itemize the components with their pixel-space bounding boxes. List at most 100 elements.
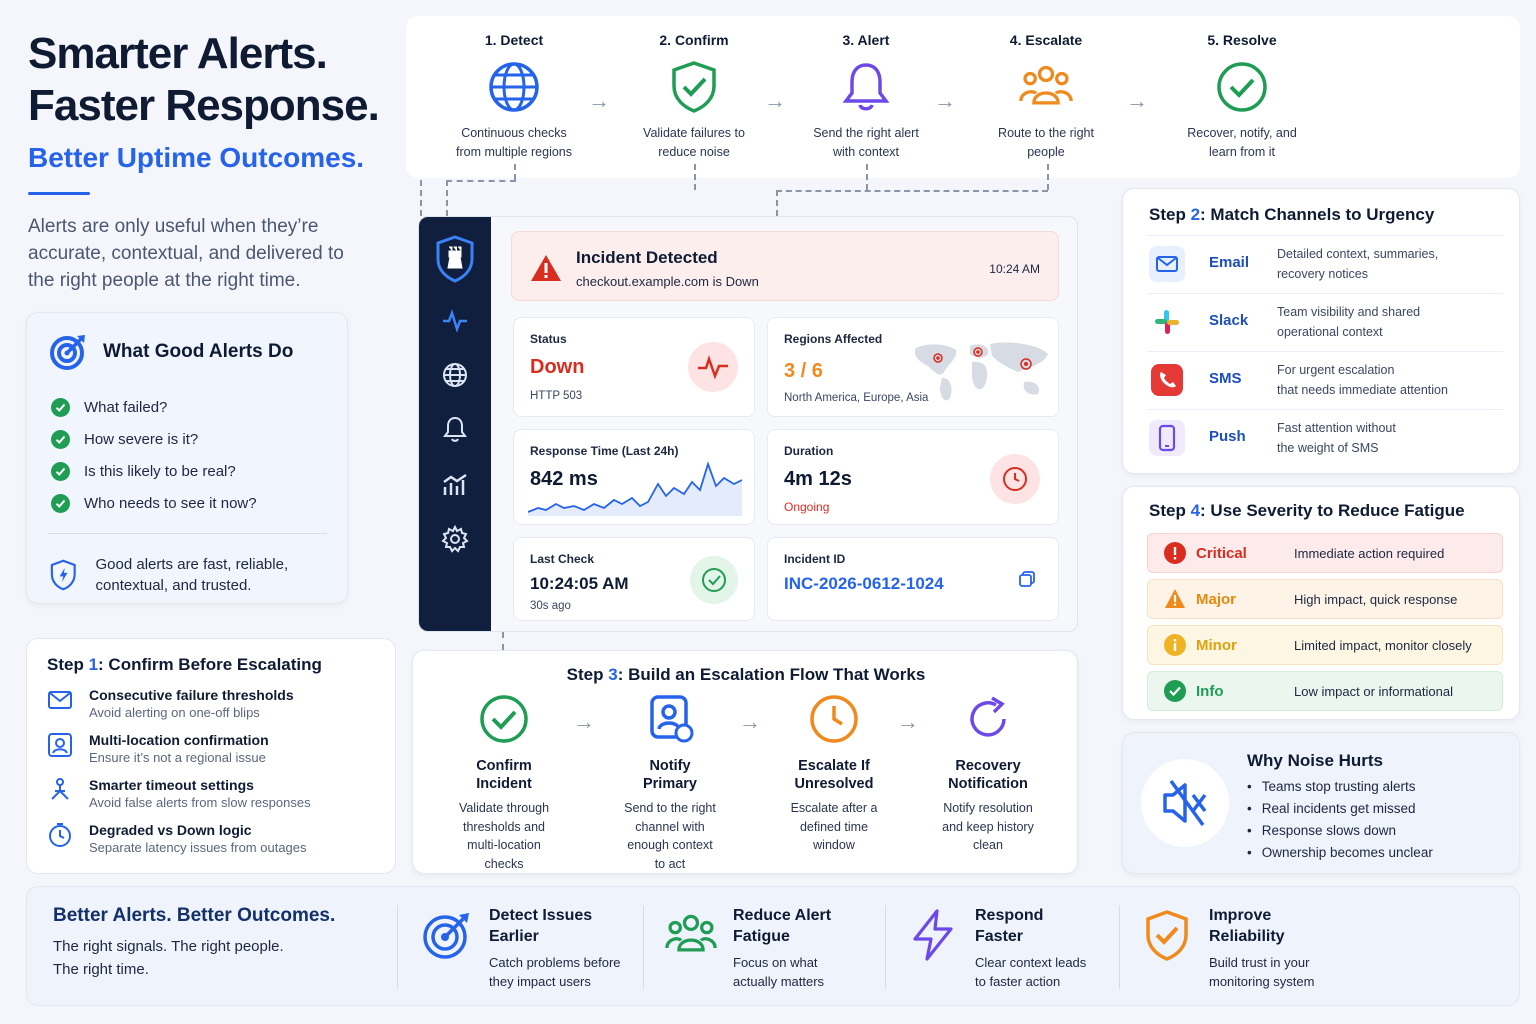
response-value: 842 ms: [530, 468, 598, 490]
step4-title: Step 4: Use Severity to Reduce Fatigue: [1149, 501, 1465, 520]
duration-value: 4m 12s: [784, 468, 852, 490]
last-check-tile[interactable]: Last Check 10:24:05 AM 30s ago: [513, 537, 755, 621]
escalation-step-confirm: Confirm Incident Validate through threshol…: [439, 693, 569, 873]
good-alert-item: Who needs to see it now?: [51, 487, 347, 519]
arrow-right-icon: →: [764, 88, 786, 113]
step2-card: Step 2: Match Channels to Urgency Email …: [1122, 188, 1520, 474]
hero-title-line2: Faster Response.: [28, 81, 380, 130]
outcomes-lead: Better Alerts. Better Outcomes. The righ…: [53, 905, 336, 978]
severity-minor: Minor Limited impact, monitor closely: [1147, 625, 1503, 665]
bell-icon[interactable]: [441, 415, 469, 443]
channel-push: Push Fast attention without the weight of…: [1147, 409, 1503, 467]
alert-circle-icon: [1164, 542, 1186, 564]
check-icon: [51, 461, 70, 481]
copy-icon[interactable]: [1018, 570, 1036, 588]
last-check-value: 10:24:05 AM: [530, 574, 629, 593]
connector: [694, 164, 696, 190]
regions-tile[interactable]: Regions Affected 3 / 6 North America, Eu…: [767, 317, 1059, 417]
info-icon: [1164, 634, 1186, 656]
status-tile[interactable]: Status Down HTTP 503: [513, 317, 755, 417]
hero: Smarter Alerts. Faster Response. Better …: [28, 28, 398, 294]
duration-state: Ongoing: [784, 500, 830, 514]
step1-card: Step 1: Confirm Before Escalating Consec…: [26, 638, 396, 874]
good-alerts-card: What Good Alerts Do What failed? How sev…: [26, 312, 348, 604]
shield-check-icon: [1146, 910, 1188, 961]
divider: [885, 905, 886, 989]
status-value: Down: [530, 356, 585, 378]
check-icon: [51, 397, 70, 417]
duration-tile[interactable]: Duration 4m 12s Ongoing: [767, 429, 1059, 525]
outcomes-bar: Better Alerts. Better Outcomes. The righ…: [26, 886, 1520, 1006]
severity-info: Info Low impact or informational: [1147, 671, 1503, 711]
last-check-ago: 30s ago: [530, 600, 571, 612]
warning-icon: [1165, 589, 1185, 608]
connector: [776, 190, 778, 216]
dashboard-sidebar: [419, 217, 491, 631]
noise-card: Why Noise Hurts Teams stop trusting aler…: [1122, 732, 1520, 874]
arrow-right-icon: →: [573, 709, 595, 734]
good-alerts-footer: Good alerts are fast, reliable, contextu…: [95, 556, 289, 594]
connector: [514, 164, 516, 180]
step1-row: Degraded vs Down logic Separate latency i…: [47, 822, 395, 867]
divider: [1119, 905, 1120, 989]
email-icon: [1149, 246, 1185, 282]
good-alerts-title: What Good Alerts Do: [103, 341, 294, 362]
logo-shield-icon: [436, 235, 474, 283]
incident-time: 10:24 AM: [989, 262, 1040, 276]
incident-banner[interactable]: Incident Detected checkout.example.com i…: [511, 231, 1059, 301]
gear-icon[interactable]: [441, 525, 469, 553]
step3-title: Step 3: Build an Escalation Flow That Wo…: [566, 665, 926, 684]
hero-rule: [28, 192, 90, 195]
incident-title: Incident Detected: [576, 248, 718, 267]
target-icon: [50, 335, 85, 370]
globe-icon[interactable]: [441, 361, 469, 389]
connector: [1047, 164, 1049, 190]
step1-title: Step 1: Confirm Before Escalating: [47, 655, 322, 674]
escalation-step-notify: Notify Primary Send to the right channel w…: [605, 693, 735, 873]
divider: [397, 905, 398, 989]
severity-critical: Critical Immediate action required: [1147, 533, 1503, 573]
arrow-right-icon: →: [1126, 88, 1148, 113]
network-icon: [51, 778, 69, 800]
connector: [776, 190, 1048, 192]
hero-title-line1: Smarter Alerts.: [28, 29, 328, 78]
warning-icon: [531, 255, 561, 281]
bell-icon: [842, 63, 890, 111]
sms-icon: [1151, 364, 1183, 396]
location-icon: [48, 733, 72, 757]
severity-major: Major High impact, quick response: [1147, 579, 1503, 619]
flow-step-alert: 3. Alert Send the right alert with contex…: [813, 32, 919, 159]
slack-icon: [1155, 310, 1179, 334]
step1-row: Smarter timeout settings Avoid false aler…: [47, 777, 395, 822]
arrow-right-icon: →: [897, 709, 919, 734]
step3-card: Step 3: Build an Escalation Flow That Wo…: [412, 650, 1078, 874]
status-code: HTTP 503: [530, 390, 583, 402]
response-sparkline: [528, 461, 742, 516]
shield-icon: [50, 559, 76, 591]
connector: [502, 632, 504, 650]
noise-title: Why Noise Hurts: [1247, 751, 1384, 770]
arrow-right-icon: →: [739, 709, 761, 734]
user-badge-icon: [650, 695, 694, 743]
hero-subtitle: Better Uptime Outcomes.: [28, 142, 365, 173]
response-time-tile[interactable]: Response Time (Last 24h) 842 ms: [513, 429, 755, 525]
check-circle-icon: [480, 695, 528, 743]
good-alert-item: What failed?: [51, 391, 347, 423]
world-map-icon: [914, 342, 1048, 401]
flow-step-detect: 1. Detect Continuous checks from multiple…: [455, 32, 572, 159]
analytics-icon[interactable]: [441, 471, 469, 499]
incident-id-tile[interactable]: Incident ID INC-2026-0612-1024: [767, 537, 1059, 621]
check-circle-icon: [1164, 680, 1186, 702]
pulse-icon[interactable]: [441, 307, 469, 335]
channel-email: Email Detailed context, summaries, recove…: [1147, 235, 1503, 293]
check-icon: [51, 493, 70, 513]
incident-dashboard: Incident Detected checkout.example.com i…: [418, 216, 1078, 632]
noise-item: Ownership becomes unclear: [1247, 845, 1433, 867]
refresh-icon: [970, 696, 1006, 737]
noise-item: Real incidents get missed: [1247, 801, 1433, 823]
check-icon: [51, 429, 70, 449]
good-alert-item: Is this likely to be real?: [51, 455, 347, 487]
arrow-right-icon: →: [588, 88, 610, 113]
clock-icon: [810, 695, 858, 743]
flow-step-confirm: 2. Confirm Validate failures to reduce no…: [643, 32, 745, 159]
